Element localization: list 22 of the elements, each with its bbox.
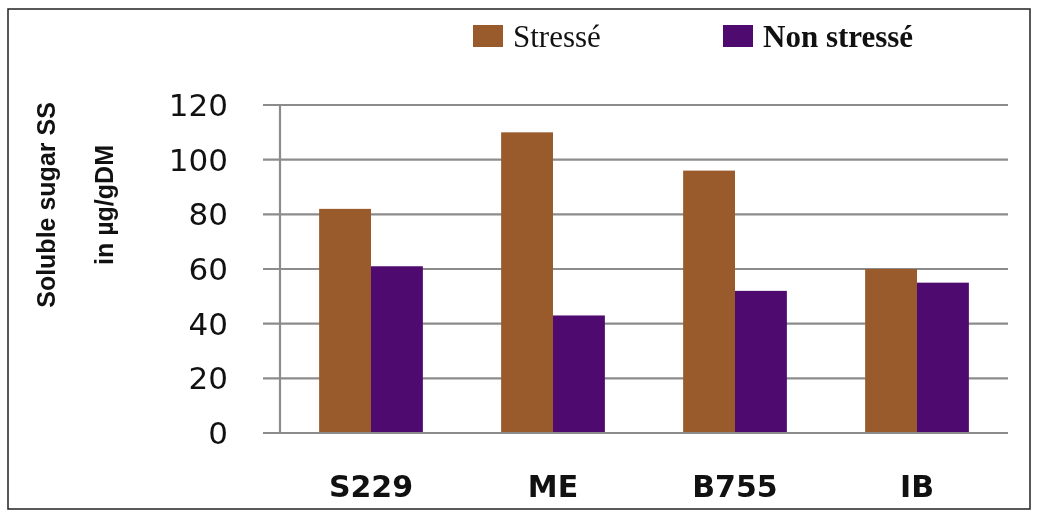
y-tick-label: 40	[188, 305, 228, 342]
x-tick-label: ME	[527, 468, 579, 504]
y-tick-label: 60	[188, 251, 228, 288]
bar	[319, 208, 371, 433]
x-tick-label: B755	[692, 468, 778, 504]
y-tick-label: 120	[168, 87, 228, 124]
x-tick-label: IB	[899, 468, 935, 504]
bar	[865, 269, 917, 433]
y-tick-label: 100	[168, 141, 228, 178]
legend-label: Stressé	[513, 18, 601, 54]
bar	[683, 170, 735, 433]
bar	[553, 315, 605, 433]
y-tick-label: 20	[188, 360, 228, 397]
x-tick-label: S229	[328, 468, 414, 504]
bar	[501, 132, 553, 433]
y-tick-label: 0	[208, 415, 228, 452]
y-tick-label: 80	[188, 196, 228, 233]
bar	[735, 290, 787, 433]
bar	[917, 282, 969, 433]
legend-label: Non stressé	[763, 18, 914, 54]
bar	[371, 266, 423, 433]
text: Soluble sugar SS in µg/gDM	[32, 102, 118, 308]
